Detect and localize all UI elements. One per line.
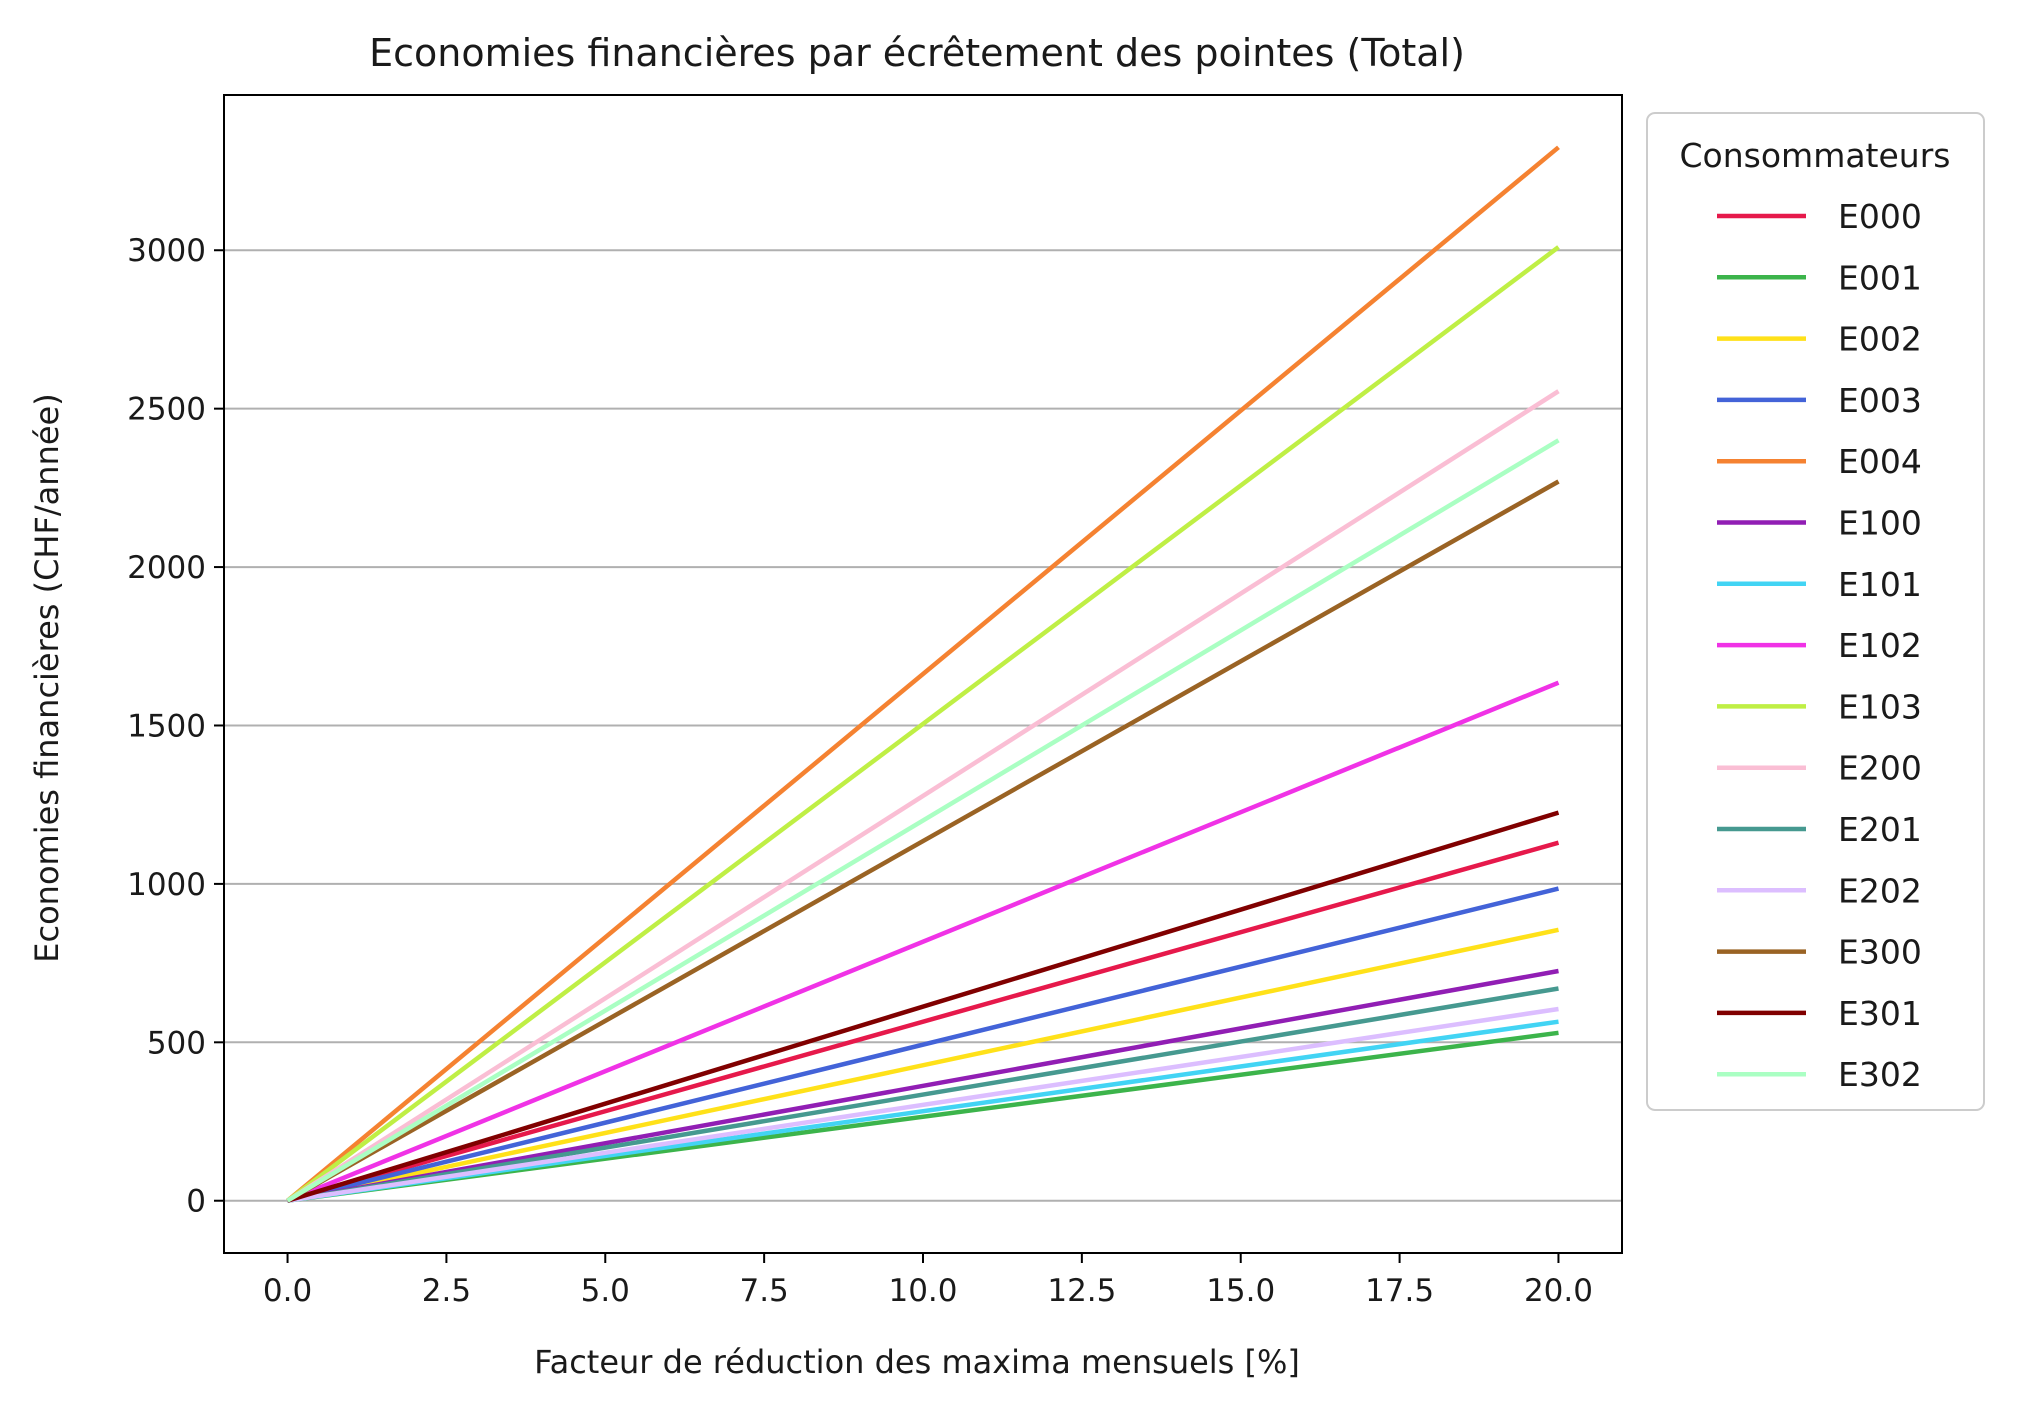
legend-label-e200: E200 — [1838, 749, 1922, 788]
series-line-e004 — [286, 145, 1560, 1203]
x-tick-label-5: 12.5 — [1047, 1273, 1116, 1309]
series-line-e200 — [286, 389, 1560, 1203]
x-tick-label-1: 2.5 — [422, 1273, 471, 1309]
series-line-e201 — [287, 986, 1559, 1203]
x-tick-label-0: 0.0 — [263, 1273, 312, 1309]
legend-label-e004: E004 — [1838, 442, 1922, 481]
legend-label-e101: E101 — [1838, 565, 1922, 604]
series-line-e102 — [286, 680, 1560, 1203]
legend-label-e000: E000 — [1838, 197, 1922, 236]
y-tick-label-6: 3000 — [127, 233, 206, 269]
x-tick-label-4: 10.0 — [888, 1273, 957, 1309]
legend-label-e002: E002 — [1838, 320, 1922, 359]
legend-label-e103: E103 — [1838, 687, 1922, 726]
legend: Consommateurs E000 E001 E002 E003 E004 E100 E1… — [1646, 112, 1985, 1111]
series-line-e003 — [286, 886, 1560, 1203]
legend-box — [1646, 112, 1985, 1111]
series-line-e100 — [287, 968, 1559, 1203]
y-tick-label-5: 2500 — [127, 392, 206, 428]
y-tick-label-0: 0 — [186, 1184, 206, 1220]
legend-label-e100: E100 — [1838, 504, 1922, 543]
y-tick-label-4: 2000 — [127, 550, 206, 586]
legend-label-e201: E201 — [1838, 810, 1922, 849]
legend-label-e001: E001 — [1838, 258, 1922, 297]
legend-label-e202: E202 — [1838, 871, 1922, 910]
x-axis-label: Facteur de réduction des maxima mensuels… — [534, 1343, 1300, 1381]
legend-label-e301: E301 — [1838, 994, 1922, 1033]
x-tick-label-3: 7.5 — [739, 1273, 788, 1309]
x-tick-label-2: 5.0 — [581, 1273, 630, 1309]
legend-label-e003: E003 — [1838, 381, 1922, 420]
series-line-e302 — [286, 438, 1560, 1203]
series-line-e301 — [286, 810, 1560, 1203]
series-line-e300 — [286, 479, 1560, 1203]
legend-label-e302: E302 — [1838, 1055, 1922, 1094]
legend-label-e102: E102 — [1838, 626, 1922, 665]
legend-title: Consommateurs — [1680, 136, 1951, 175]
series-line-e103 — [286, 245, 1560, 1203]
series-line-e202 — [287, 1006, 1559, 1203]
y-tick-label-1: 500 — [147, 1025, 206, 1061]
y-axis-ticks: 0 500 1000 1500 2000 2500 3000 — [127, 233, 224, 1220]
legend-label-e300: E300 — [1838, 933, 1922, 972]
series-line-e002 — [287, 927, 1559, 1203]
x-tick-label-8: 20.0 — [1524, 1273, 1593, 1309]
grid-lines — [224, 249, 1622, 1202]
x-tick-label-7: 17.5 — [1365, 1273, 1434, 1309]
y-axis-label: Economies financières (CHF/année) — [28, 393, 66, 962]
y-tick-label-3: 1500 — [127, 708, 206, 744]
series-line-e000 — [286, 840, 1560, 1203]
x-tick-label-6: 15.0 — [1206, 1273, 1275, 1309]
x-axis-ticks: 0.0 2.5 5.0 7.5 10.0 12.5 15.0 17.5 20.0 — [263, 1253, 1593, 1309]
chart-title: Economies financières par écrêtement des… — [369, 31, 1465, 75]
y-tick-label-2: 1000 — [127, 867, 206, 903]
legend-items: E000 E001 E002 E003 E004 E100 E101 E102 E103 E200… — [1717, 197, 1922, 1094]
series-lines — [286, 145, 1560, 1203]
